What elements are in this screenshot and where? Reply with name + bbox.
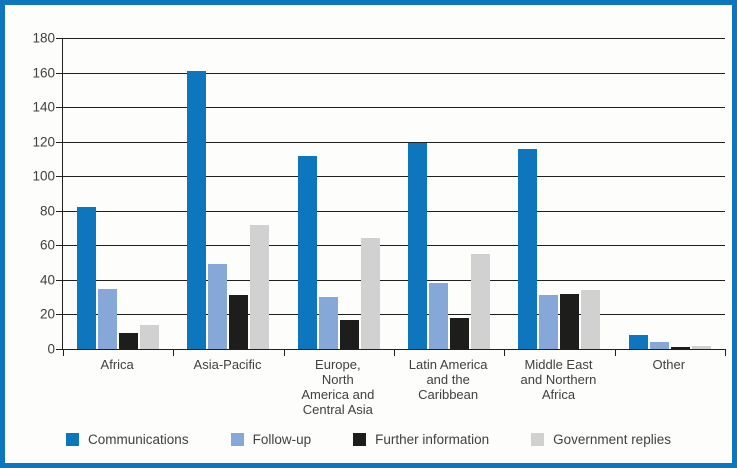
bar-further-information — [119, 333, 139, 349]
legend-label: Follow-up — [252, 432, 312, 447]
gridline — [63, 279, 725, 281]
bar-further-information — [229, 295, 249, 349]
y-axis-tick — [56, 314, 62, 316]
y-axis-label: 40 — [39, 272, 55, 288]
bar-follow-up — [98, 288, 118, 349]
legend-label: Further information — [375, 432, 490, 447]
bar-follow-up — [208, 264, 228, 349]
bar-further-information — [560, 293, 580, 349]
bar-government-replies — [250, 224, 270, 349]
bar-communications — [518, 148, 538, 349]
x-axis-category-label: Middle East and Northern Africa — [520, 357, 597, 402]
gridline — [63, 314, 725, 316]
bar-follow-up — [649, 342, 669, 349]
x-axis-tick — [725, 349, 726, 356]
legend-item: Communications — [66, 432, 189, 447]
y-axis-label: 120 — [32, 134, 55, 150]
legend-swatch-icon — [531, 433, 545, 446]
gridline — [63, 38, 725, 39]
x-axis-tick — [504, 349, 506, 356]
bar-follow-up — [429, 283, 449, 349]
y-axis-label: 160 — [32, 65, 55, 81]
y-axis-tick — [56, 107, 62, 109]
y-axis-label: 20 — [39, 306, 55, 322]
bar-group — [284, 38, 394, 349]
legend-item: Further information — [353, 432, 489, 447]
gridline — [63, 245, 725, 247]
x-axis-tick — [614, 349, 616, 356]
bar-group — [615, 38, 725, 349]
bar-communications — [408, 143, 428, 349]
x-axis-tick — [394, 349, 395, 356]
y-axis-tick — [56, 245, 62, 247]
bar-group — [173, 38, 283, 349]
bar-group — [394, 38, 504, 349]
legend-label: Government replies — [553, 432, 671, 447]
plot-area: 0 20 40 60 80 100 120 140 160 180 — [32, 31, 726, 357]
legend-swatch-icon — [66, 433, 80, 446]
bar-government-replies — [581, 290, 601, 349]
legend-item: Follow-up — [230, 432, 312, 447]
bar-follow-up — [539, 295, 559, 349]
y-axis-tick — [56, 141, 62, 143]
x-axis-tick — [283, 349, 285, 356]
bar-group — [504, 38, 614, 349]
y-axis-tick — [56, 349, 62, 350]
y-axis-label: 60 — [39, 237, 55, 253]
bar-group — [63, 38, 173, 349]
x-axis-category-label: Europe, North America and Central Asia — [301, 357, 375, 417]
y-axis-label: 140 — [32, 99, 55, 115]
bar-further-information — [339, 319, 359, 349]
x-axis-labels: Africa Asia-Pacific Europe, North America … — [62, 357, 724, 417]
bar-communications — [297, 155, 317, 349]
x-axis-category-label: Other — [652, 357, 686, 372]
legend-swatch-icon — [353, 433, 367, 446]
y-axis-tick — [56, 176, 62, 178]
bar-government-replies — [471, 253, 491, 349]
y-axis-tick — [56, 38, 62, 39]
y-axis-label: 0 — [47, 341, 55, 357]
x-axis-tick — [173, 349, 175, 356]
legend-item: Government replies — [531, 432, 671, 447]
y-axis-label: 100 — [32, 168, 55, 184]
bar-communications — [628, 335, 648, 349]
bar-government-replies — [691, 345, 711, 349]
x-axis-category-label: Asia-Pacific — [193, 357, 262, 372]
y-axis-tick — [56, 279, 62, 281]
y-axis-label: 180 — [32, 30, 55, 46]
bar-communications — [187, 70, 207, 349]
bar-follow-up — [318, 297, 338, 349]
y-axis-tick — [56, 72, 62, 74]
legend: Communications Follow-up Further informati… — [5, 432, 732, 447]
gridline — [63, 210, 725, 212]
bar-further-information — [670, 347, 690, 349]
gridline — [63, 72, 725, 74]
gridline — [63, 176, 725, 178]
y-axis-label: 80 — [39, 203, 55, 219]
x-axis-category-label: Latin America and the Caribbean — [408, 357, 488, 402]
bar-further-information — [450, 317, 470, 349]
gridline — [63, 107, 725, 109]
legend-label: Communications — [88, 432, 189, 447]
bar-government-replies — [360, 238, 380, 349]
legend-swatch-icon — [230, 433, 244, 446]
x-axis-tick — [63, 349, 64, 356]
x-axis-category-label: Africa — [100, 357, 134, 372]
bar-communications — [77, 207, 97, 349]
gridline — [63, 141, 725, 143]
y-axis-tick — [56, 210, 62, 212]
bar-government-replies — [140, 324, 160, 349]
